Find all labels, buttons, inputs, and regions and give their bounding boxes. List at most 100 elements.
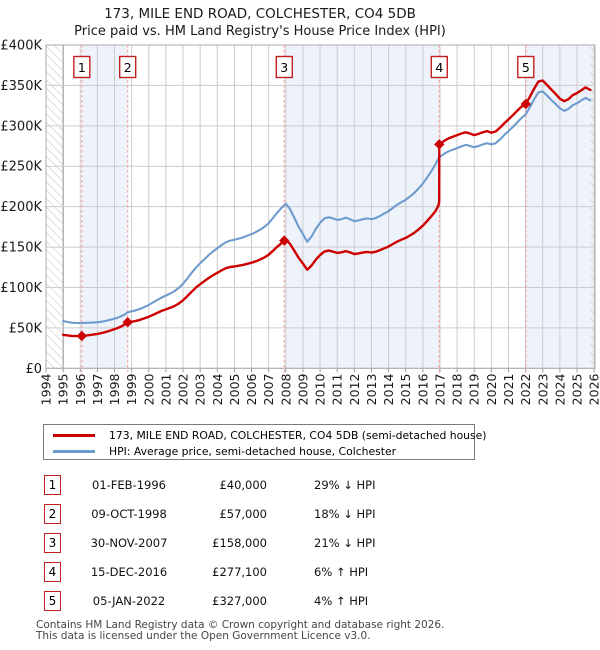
y-tick-label: £400K	[0, 39, 42, 54]
x-tick-label: 2022	[518, 374, 533, 406]
y-tick-label: £300K	[0, 119, 42, 134]
x-tick-label: 2023	[535, 374, 550, 406]
x-tick-label: 2004	[210, 373, 225, 405]
transaction-price: £40,000	[219, 477, 267, 492]
x-tick-label: 2012	[347, 374, 362, 406]
transaction-number-badge: 1	[44, 474, 61, 495]
x-tick-label: 1994	[39, 373, 54, 405]
x-tick-label: 2021	[501, 374, 516, 406]
x-tick-label: 2011	[330, 374, 345, 406]
x-tick-label: 2008	[278, 373, 293, 405]
transaction-number-badge: 4	[44, 562, 61, 583]
transaction-row: 1 01-FEB-1996 £40,000 29% ↓ HPI	[44, 474, 564, 495]
x-tick-label: 1996	[73, 373, 88, 405]
transaction-date: 01-FEB-1996	[92, 477, 166, 492]
transaction-date: 15-DEC-2016	[90, 565, 168, 580]
transaction-table: 1 01-FEB-1996 £40,000 29% ↓ HPI 2 09-OCT…	[44, 474, 564, 620]
sale-flag-box	[430, 55, 448, 79]
transaction-number-badge: 3	[44, 532, 61, 553]
sale-markers	[76, 98, 531, 342]
legend-label-hpi: HPI: Average price, semi-detached house,…	[109, 444, 397, 458]
x-tick-label: 2018	[450, 373, 465, 405]
x-tick-label: 2002	[176, 374, 191, 406]
legend-row-hpi: HPI: Average price, semi-detached house,…	[53, 443, 474, 459]
page-subtitle: Price paid vs. HM Land Registry's House …	[74, 24, 446, 39]
sale-flag-number: 1	[78, 60, 86, 75]
price-chart: 1 2 3 4 5 £400K £350K £300K £250K £200K £150K £100…	[0, 39, 600, 406]
sale-marker	[279, 235, 290, 246]
transaction-hpi-delta: 21% ↓ HPI	[314, 535, 376, 550]
x-tick-label: 1995	[56, 374, 71, 406]
transaction-row: 4 15-DEC-2016 £277,100 6% ↑ HPI	[44, 562, 564, 583]
footer-line-2: This data is licensed under the Open Gov…	[36, 629, 371, 642]
x-tick-label: 2026	[587, 373, 600, 405]
transaction-price: £158,000	[212, 535, 267, 550]
plot-frame	[45, 44, 596, 369]
transaction-hpi-delta: 6% ↑ HPI	[314, 565, 369, 580]
data-series	[61, 79, 592, 338]
sale-flag-number: 5	[522, 60, 530, 75]
x-tick-label: 2003	[193, 374, 208, 406]
sale-flag-box	[517, 55, 535, 79]
y-tick-label: £150K	[0, 241, 42, 256]
transaction-number-badge: 2	[44, 503, 61, 524]
transaction-row: 5 05-JAN-2022 £327,000 4% ↑ HPI	[44, 591, 564, 612]
transaction-price: £327,000	[212, 594, 267, 609]
transaction-hpi-delta: 4% ↑ HPI	[314, 594, 369, 609]
transaction-date: 05-JAN-2022	[92, 594, 166, 609]
x-tick-label: 2007	[261, 374, 276, 406]
transaction-date: 30-NOV-2007	[90, 535, 168, 550]
y-tick-label: £200K	[0, 200, 42, 215]
y-axis-labels: £400K £350K £300K £250K £200K £150K £100K £50K £…	[0, 39, 42, 377]
x-tick-label: 2020	[484, 373, 499, 405]
sale-number-flags: 1 2 3 4 5	[73, 55, 535, 79]
transaction-hpi-delta: 18% ↓ HPI	[314, 506, 376, 521]
transaction-date: 09-OCT-1998	[91, 506, 167, 521]
x-tick-label: 2014	[381, 373, 396, 405]
sale-flag-box	[119, 55, 137, 79]
x-tick-label: 2010	[313, 373, 328, 405]
legend-label-property: 173, MILE END ROAD, COLCHESTER, CO4 5DB …	[109, 428, 487, 442]
y-tick-label: £50K	[9, 321, 43, 336]
plot-border	[45, 44, 596, 369]
sale-marker	[122, 317, 133, 328]
transaction-row: 2 09-OCT-1998 £57,000 18% ↓ HPI	[44, 503, 564, 524]
page-title: 173, MILE END ROAD, COLCHESTER, CO4 5DB	[104, 6, 416, 22]
x-tick-label: 2005	[227, 374, 242, 406]
chart-legend: 173, MILE END ROAD, COLCHESTER, CO4 5DB …	[43, 424, 487, 460]
sale-flag-number: 3	[280, 60, 288, 75]
transaction-price: £277,100	[212, 565, 267, 580]
hpi-line	[62, 90, 592, 325]
sale-flag-box	[275, 55, 293, 79]
y-tick-label: £100K	[0, 281, 42, 296]
x-tick-label: 2025	[570, 374, 585, 406]
x-tick-label: 2009	[295, 373, 310, 405]
transaction-row: 3 30-NOV-2007 £158,000 21% ↓ HPI	[44, 532, 564, 553]
sale-flag-number: 4	[435, 60, 443, 75]
transaction-price: £57,000	[219, 506, 267, 521]
sale-flag-box	[73, 55, 91, 79]
transaction-hpi-delta: 29% ↓ HPI	[314, 477, 376, 492]
x-axis-labels: 1994 1995 1996 1997 1998 1999 2000 2001 2002 2003…	[39, 373, 600, 405]
y-tick-label: £350K	[0, 79, 42, 94]
x-tick-label: 2006	[244, 373, 259, 405]
x-tick-label: 1998	[107, 373, 122, 405]
footer-line-1: Contains HM Land Registry data © Crown c…	[36, 619, 445, 631]
x-tick-label: 2001	[158, 374, 173, 406]
y-tick-label: £250K	[0, 160, 42, 175]
sale-marker	[520, 98, 531, 110]
x-tick-label: 2017	[432, 374, 447, 406]
price-paid-line	[61, 79, 592, 338]
transaction-number-badge: 5	[44, 591, 61, 612]
x-tick-label: 2013	[364, 374, 379, 406]
y-tick-label: £0	[25, 362, 42, 377]
x-tick-label: 2024	[552, 373, 567, 405]
legend-row-property: 173, MILE END ROAD, COLCHESTER, CO4 5DB …	[53, 427, 487, 443]
x-tick-label: 2000	[141, 373, 156, 405]
license-footer: Contains HM Land Registry data © Crown c…	[36, 620, 444, 641]
x-tick-label: 1999	[124, 373, 139, 405]
sale-flag-number: 2	[124, 60, 132, 75]
sale-marker	[76, 330, 88, 342]
x-tick-label: 2015	[398, 374, 413, 406]
